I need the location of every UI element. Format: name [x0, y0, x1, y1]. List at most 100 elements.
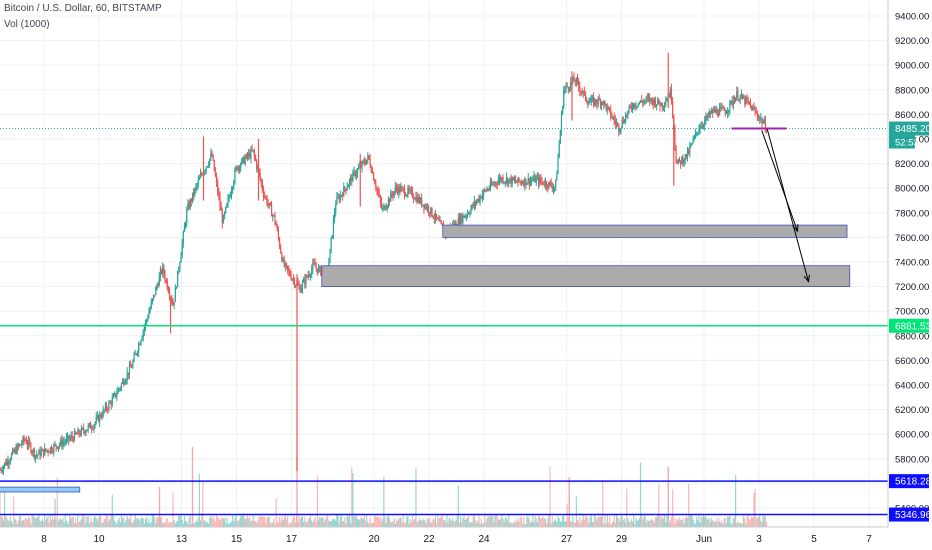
candle-body [748, 101, 750, 104]
candle-body [677, 158, 679, 164]
volume-bar [335, 520, 337, 527]
volume-bar [437, 515, 439, 527]
candle-body [500, 177, 502, 181]
volume-bar [641, 514, 643, 527]
candle-body [128, 365, 131, 375]
candle-body [697, 132, 699, 134]
candle-body [707, 112, 709, 118]
candle-body [52, 451, 54, 453]
candle-body [56, 446, 58, 449]
volume-bar [120, 515, 123, 527]
volume-bar [654, 516, 657, 527]
volume-bar [422, 519, 424, 527]
volume-bar [62, 517, 64, 527]
volume-bar [352, 472, 354, 527]
volume-bar [96, 521, 98, 527]
volume-bar [199, 520, 202, 527]
candle-body [541, 181, 543, 183]
candle-body [92, 428, 94, 430]
candle-body [41, 449, 43, 452]
candle-body [440, 220, 442, 224]
volume-bar [718, 521, 721, 527]
volume-bar [690, 515, 692, 527]
candle-body [304, 279, 306, 284]
candle-body [441, 223, 443, 226]
candle-body [406, 194, 408, 196]
volume-bar [337, 515, 339, 527]
volume-bar [413, 519, 415, 527]
price-tick-label: 8800.00 [895, 85, 929, 96]
volume-bar [394, 523, 396, 527]
candle-body [306, 275, 308, 277]
volume-bar [390, 522, 392, 527]
candle-body [64, 441, 66, 443]
volume-bar [87, 515, 89, 527]
candle-body [163, 266, 165, 275]
volume-bar [123, 517, 125, 527]
candle-body [650, 98, 652, 102]
volume-bar [513, 522, 516, 527]
volume-bar [94, 516, 96, 527]
volume-bar [761, 521, 763, 527]
candle-body [251, 149, 253, 151]
projection-arrows[interactable] [761, 129, 810, 283]
candle-body [33, 449, 35, 458]
volume-bar [183, 516, 186, 527]
volume-bar [134, 515, 136, 527]
volume-bar [157, 517, 159, 527]
candle-body [48, 451, 50, 453]
candle-body [12, 449, 14, 455]
volume-legend[interactable]: Vol (1000) [4, 19, 50, 30]
candle-body [466, 213, 469, 216]
volume-bar [536, 522, 538, 527]
candle-body [390, 192, 392, 202]
price-tick-label: 7600.00 [895, 233, 929, 244]
candle-body [655, 104, 658, 107]
volume-bar [351, 467, 353, 527]
volume-bar [235, 515, 237, 527]
candle-body [96, 415, 98, 418]
candle-body [582, 91, 584, 93]
time-axis[interactable]: 8 10 13 15 17 20 22 24 27 29 Jun 3 5 7 [0, 526, 932, 550]
volume-bar [206, 522, 208, 527]
horizontal-levels[interactable] [0, 127, 888, 516]
candle-body [289, 271, 291, 276]
volume-bar [721, 520, 723, 527]
volume-bar [368, 523, 370, 527]
volume-bar [677, 520, 679, 527]
candle-body [649, 97, 651, 102]
volume-bar [75, 518, 77, 527]
volume-bar [462, 518, 464, 527]
candle-body [269, 203, 272, 206]
symbol-legend[interactable]: Bitcoin / U.S. Dollar, 60, BITSTAMP [4, 3, 162, 14]
support-zones[interactable] [0, 224, 851, 493]
candle-body [460, 215, 462, 225]
volume-bar [505, 517, 508, 527]
candle-body [485, 190, 487, 192]
volume-bar [328, 520, 330, 527]
candle-body [260, 179, 262, 184]
candle-body [614, 120, 616, 124]
candle-body [86, 429, 88, 432]
candle-body [25, 440, 27, 444]
price-axis[interactable]: 9400.009200.009000.008800.008600.008400.… [887, 0, 932, 550]
volume-bar [265, 523, 267, 527]
volume-bar [589, 516, 591, 527]
volume-bar [70, 518, 72, 527]
candle-body [394, 186, 396, 192]
candle-body [391, 192, 393, 196]
volume-bar [482, 523, 485, 527]
candle-body [654, 99, 657, 107]
volume-bar [598, 516, 600, 527]
volume-bar [72, 516, 74, 527]
price-tick-label: 7800.00 [895, 208, 929, 219]
candle-body [557, 156, 559, 174]
volume-bar [215, 514, 218, 527]
volume-bar [626, 488, 628, 527]
volume-bar [380, 521, 383, 527]
candle-body [160, 270, 163, 273]
volume-bar [607, 522, 610, 527]
volume-bar [494, 515, 496, 527]
volume-bar [303, 522, 305, 527]
